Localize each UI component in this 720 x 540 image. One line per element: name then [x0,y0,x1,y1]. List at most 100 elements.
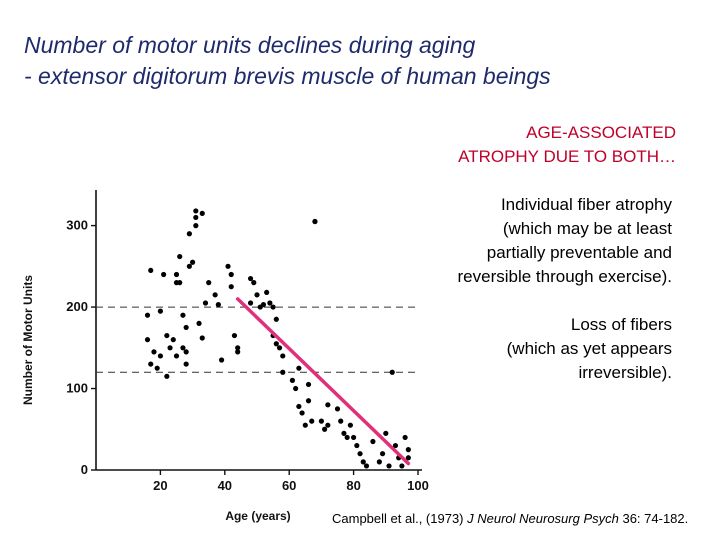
data-point [183,361,189,367]
data-point [363,463,370,469]
data-point [196,320,202,326]
data-point [273,316,279,322]
data-point [212,292,218,298]
data-point [186,231,192,237]
title-line-1: Number of motor units declines during ag… [24,32,476,58]
title-line-2: - extensor digitorum brevis muscle of hu… [24,63,551,89]
note1-line: reversible through exercise). [457,267,672,286]
data-point [180,312,186,318]
data-point [144,312,151,318]
data-point [293,385,299,392]
fiber-atrophy-note: Individual fiber atrophy (which may be a… [372,193,672,289]
data-point [157,308,163,314]
motor-units-scatter-chart: 0 100 200 300 20 40 60 80 100 Age (years) Number o… [21,190,429,523]
data-point [186,263,192,269]
data-point [351,434,357,441]
note2-line: (which as yet appears [506,339,672,358]
x-tick-label: 60 [282,478,296,493]
x-axis-title: Age (years) [225,509,290,523]
data-point [376,459,382,465]
data-point [273,341,279,347]
data-point [402,434,408,441]
data-point [338,418,344,424]
data-point [247,275,254,282]
heading-line-2: ATROPHY DUE TO BOTH… [458,147,676,166]
data-point [183,324,189,331]
data-point [325,402,331,408]
data-point [280,369,286,375]
data-point [334,406,341,412]
atrophy-heading: AGE-ASSOCIATED ATROPHY DUE TO BOTH… [376,121,676,169]
note1-line: Individual fiber atrophy [500,195,672,214]
data-point [180,345,186,351]
data-point [296,365,302,371]
data-point [177,253,183,260]
x-tick-label: 20 [153,478,167,493]
y-tick-label: 0 [81,462,88,477]
data-point [296,403,302,410]
heading-line-1: AGE-ASSOCIATED [526,123,676,142]
data-point [161,271,167,278]
y-tick-label: 300 [66,218,88,233]
note1-line: (which may be at least [502,219,672,238]
data-point [325,422,331,428]
note2-line: irreversible). [578,363,672,382]
data-point [305,381,312,388]
y-tick-label: 200 [66,299,88,314]
data-point [309,418,315,424]
data-point [170,337,176,343]
data-point [357,451,363,457]
data-point [193,214,199,221]
data-point [225,263,231,269]
data-point [228,284,234,290]
data-point [379,451,386,457]
data-point [231,332,238,339]
data-point [202,300,209,306]
data-point [405,447,411,453]
data-point [164,373,170,379]
citation-authors: Campbell et al., (1973) [332,511,468,526]
data-point [218,357,225,363]
note1-line: partially preventable and [486,243,672,262]
data-point [173,353,180,359]
data-point [267,300,273,306]
data-point [183,349,189,355]
slide-title: Number of motor units declines during ag… [24,30,704,92]
chart-layer: 0 100 200 300 20 40 60 80 100 Age (years) Number o… [21,190,429,523]
citation: Campbell et al., (1973) J Neurol Neurosu… [332,511,688,526]
data-point [289,377,296,383]
data-point [322,426,328,432]
data-point [305,398,312,404]
data-point [154,365,160,371]
data-point [148,267,154,274]
fiber-loss-note: Loss of fibers (which as yet appears irr… [372,313,672,385]
data-point [389,369,395,375]
data-point [206,280,212,286]
x-tick-label: 100 [407,478,429,493]
data-point [344,434,350,441]
data-point [392,442,399,449]
data-point [280,353,286,359]
data-point [177,280,183,286]
x-tick-label: 40 [218,478,232,493]
data-point [157,353,163,359]
citation-journal: J Neurol Neurosurg Psych [467,511,619,526]
y-tick-label: 100 [66,381,88,396]
data-point [276,345,283,351]
data-point [228,271,234,278]
x-tick-label: 80 [346,478,360,493]
data-point [370,438,376,445]
data-point [199,210,205,216]
data-point [199,335,205,341]
data-point [235,349,241,355]
data-point [167,345,173,351]
data-point [399,463,405,469]
y-axis-title: Number of Motor Units [21,275,35,405]
data-point [347,422,353,428]
data-point [190,259,196,265]
note2-line: Loss of fibers [570,315,672,334]
data-point [193,208,199,214]
data-point [193,223,199,229]
data-point [386,463,392,469]
data-point [299,410,305,416]
